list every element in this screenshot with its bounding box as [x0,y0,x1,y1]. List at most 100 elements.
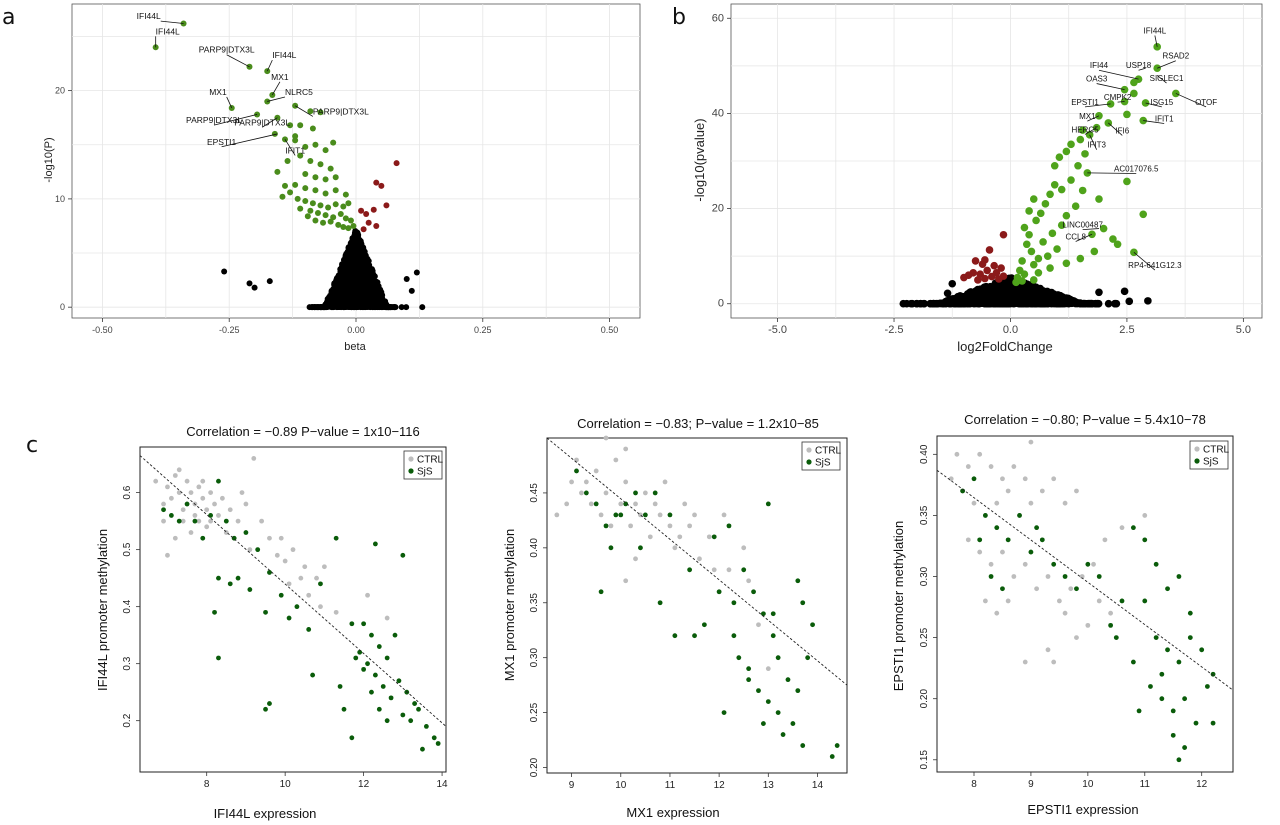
data-point [971,500,977,506]
data-point [1053,245,1061,253]
data-point [239,490,245,496]
y-tick-label: 0.30 [529,648,540,668]
data-point [322,212,329,219]
data-point [988,272,996,281]
data-point [1045,647,1051,653]
data-point [834,743,840,748]
data-point [623,578,629,584]
data-point [988,561,994,567]
data-point [161,518,166,524]
gene-label: USP18 [1126,61,1152,70]
data-point [180,507,186,513]
data-point [1005,598,1011,604]
x-tick-label: 9 [1028,779,1034,790]
data-point [227,507,233,513]
y-axis-label: EPSTI1 promoter methylation [891,521,906,692]
data-point [652,501,658,507]
x-tick-label: -5.0 [768,324,787,336]
data-point [608,545,614,551]
data-point [282,558,288,564]
data-point [379,292,386,299]
data-point [1119,525,1125,531]
data-point [1153,635,1159,640]
legend-label: CTRL [417,455,444,466]
chart-title: Correlation = −0.89 P−value = 1x10−116 [186,424,420,439]
data-point [1159,696,1165,702]
data-point [983,266,991,275]
chart-title: Correlation = −0.80; P−value = 5.4x10−78 [964,412,1206,427]
legend-marker [1194,446,1200,452]
data-point [800,743,806,748]
data-point [1102,537,1108,543]
data-point [172,473,178,478]
data-point [1048,229,1057,238]
data-point [1130,659,1136,665]
data-point [1085,622,1091,628]
data-point [1025,207,1033,215]
label-leader-line [1087,115,1100,122]
data-point [780,732,786,737]
data-point [1014,299,1023,308]
x-tick-label: -0.25 [219,325,240,335]
data-point [267,701,272,706]
data-point [701,622,707,628]
data-point [340,203,347,210]
data-point [977,286,985,295]
data-point [349,621,355,627]
panel-letter-c: c [26,433,38,458]
data-point [165,484,170,490]
y-tick-label: 0.25 [529,702,540,722]
data-point [775,710,781,715]
data-point [413,269,420,276]
data-point [312,174,319,181]
x-tick-label: 14 [812,780,824,791]
data-point [1062,574,1068,579]
data-point [1050,290,1058,299]
data-point [960,273,968,282]
data-point [263,706,268,712]
data-point [1034,254,1043,263]
data-point [403,304,410,311]
plot-area [936,435,1234,773]
data-point [400,712,406,718]
data-point [302,170,309,177]
data-point [235,575,241,581]
data-point [318,581,323,587]
legend-label: SjS [1203,457,1219,468]
data-point [341,706,347,712]
data-point [756,622,761,628]
data-point [335,221,342,228]
data-point [692,633,697,639]
data-point [687,523,693,529]
data-point [1095,112,1103,120]
data-point [343,282,350,289]
data-point [628,523,634,529]
data-point [1079,574,1085,579]
data-point [1046,190,1054,199]
data-point [353,655,359,661]
data-point [1109,235,1117,243]
label-leader-line [271,81,281,96]
data-point [340,224,347,231]
data-point [302,198,309,205]
y-tick-label: 0.6 [122,485,133,499]
data-point [981,274,989,283]
data-point [1187,635,1193,640]
gene-label: IFI44L [137,11,161,21]
gene-label: OAS3 [1086,75,1108,84]
data-point [633,490,638,496]
x-axis-label: EPSTI1 expression [1027,802,1138,817]
gene-label: RP4-641G12.3 [1128,261,1182,270]
x-tick-label: 12 [358,779,370,790]
data-point [1095,288,1103,297]
data-point [161,501,166,507]
label-leader-line [1098,69,1139,80]
y-tick-label: 20 [55,86,65,96]
data-point [1017,285,1026,294]
data-point [153,478,159,484]
data-point [384,718,390,724]
data-point [309,200,316,207]
data-point [365,279,372,286]
data-point [302,143,309,150]
y-tick-label: 20 [712,203,724,215]
